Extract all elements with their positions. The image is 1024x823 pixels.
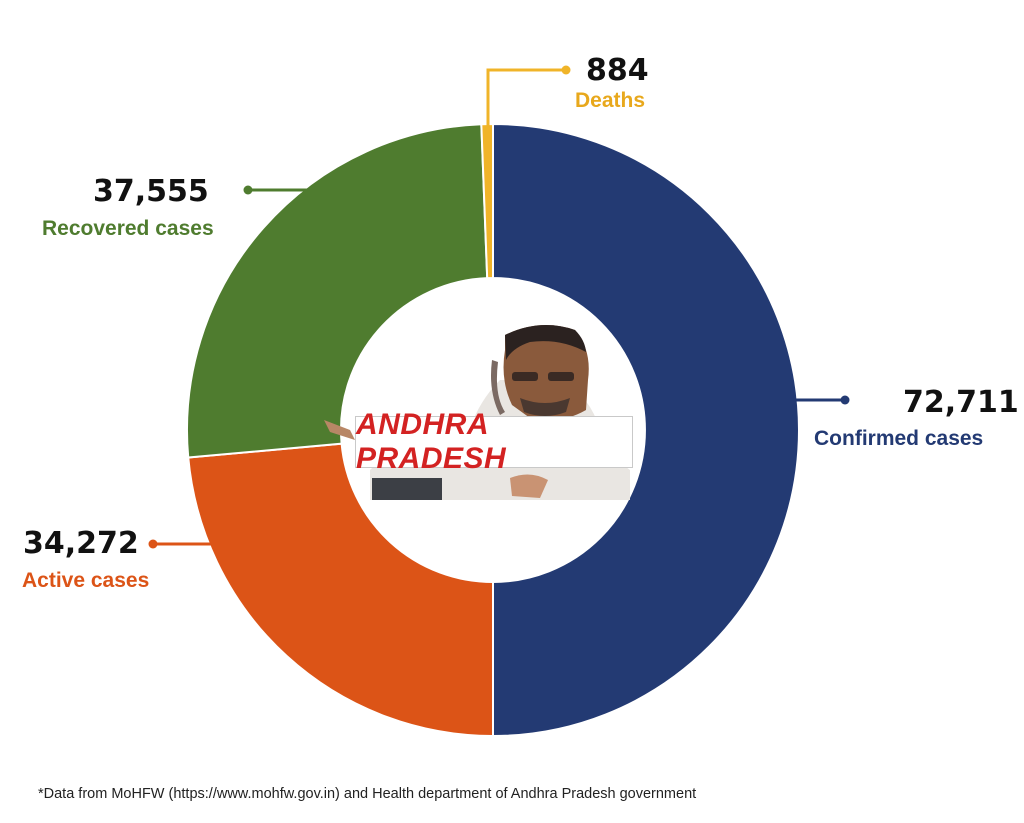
slice-confirmed bbox=[492, 122, 800, 738]
recovered-label: Recovered cases bbox=[42, 217, 214, 240]
recovered-value: 37,555 bbox=[93, 174, 209, 209]
center-region-label: ANDHRA PRADESH bbox=[356, 408, 507, 475]
data-source-footnote: *Data from MoHFW (https://www.mohfw.gov.… bbox=[38, 786, 697, 802]
leader-line-recovered bbox=[248, 188, 330, 306]
deaths-value: 884 bbox=[586, 53, 649, 88]
slice-recovered bbox=[186, 123, 489, 459]
leader-dot-recovered bbox=[243, 185, 253, 195]
leader-dot-confirmed bbox=[840, 395, 850, 405]
slice-active bbox=[187, 442, 494, 738]
slice-deaths bbox=[480, 122, 494, 280]
leader-lines bbox=[148, 65, 850, 549]
active-label: Active cases bbox=[22, 569, 150, 592]
leader-dot-active bbox=[148, 539, 158, 549]
deaths-label: Deaths bbox=[575, 89, 646, 112]
confirmed-label: Confirmed cases bbox=[814, 427, 984, 450]
center-region-badge: ANDHRA PRADESH bbox=[355, 408, 633, 475]
active-value: 34,272 bbox=[23, 526, 139, 561]
donut-slices bbox=[186, 122, 800, 738]
leader-dot-deaths bbox=[561, 65, 571, 75]
leader-line-deaths bbox=[486, 68, 566, 186]
confirmed-value: 72,711 bbox=[903, 385, 1019, 420]
